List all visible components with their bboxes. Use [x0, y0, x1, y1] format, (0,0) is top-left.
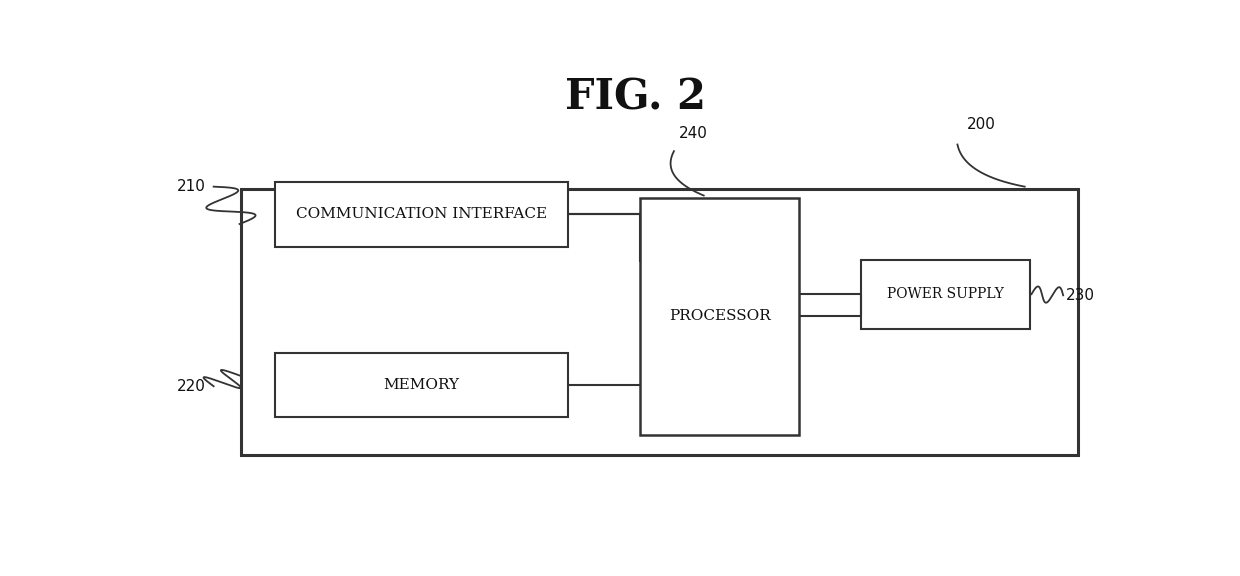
Text: FIG. 2: FIG. 2: [565, 77, 706, 119]
Text: 230: 230: [1066, 288, 1095, 303]
Text: 210: 210: [177, 179, 206, 194]
Text: 200: 200: [967, 117, 996, 132]
Bar: [640, 198, 799, 435]
Text: MEMORY: MEMORY: [383, 378, 460, 392]
Text: POWER SUPPLY: POWER SUPPLY: [887, 287, 1004, 301]
Bar: [275, 182, 568, 247]
Text: COMMUNICATION INTERFACE: COMMUNICATION INTERFACE: [296, 207, 547, 221]
Bar: [275, 353, 568, 417]
Text: 220: 220: [177, 379, 206, 394]
Bar: [862, 260, 1029, 328]
Text: PROCESSOR: PROCESSOR: [668, 309, 770, 323]
Text: 240: 240: [678, 126, 708, 141]
Bar: [242, 189, 1078, 455]
